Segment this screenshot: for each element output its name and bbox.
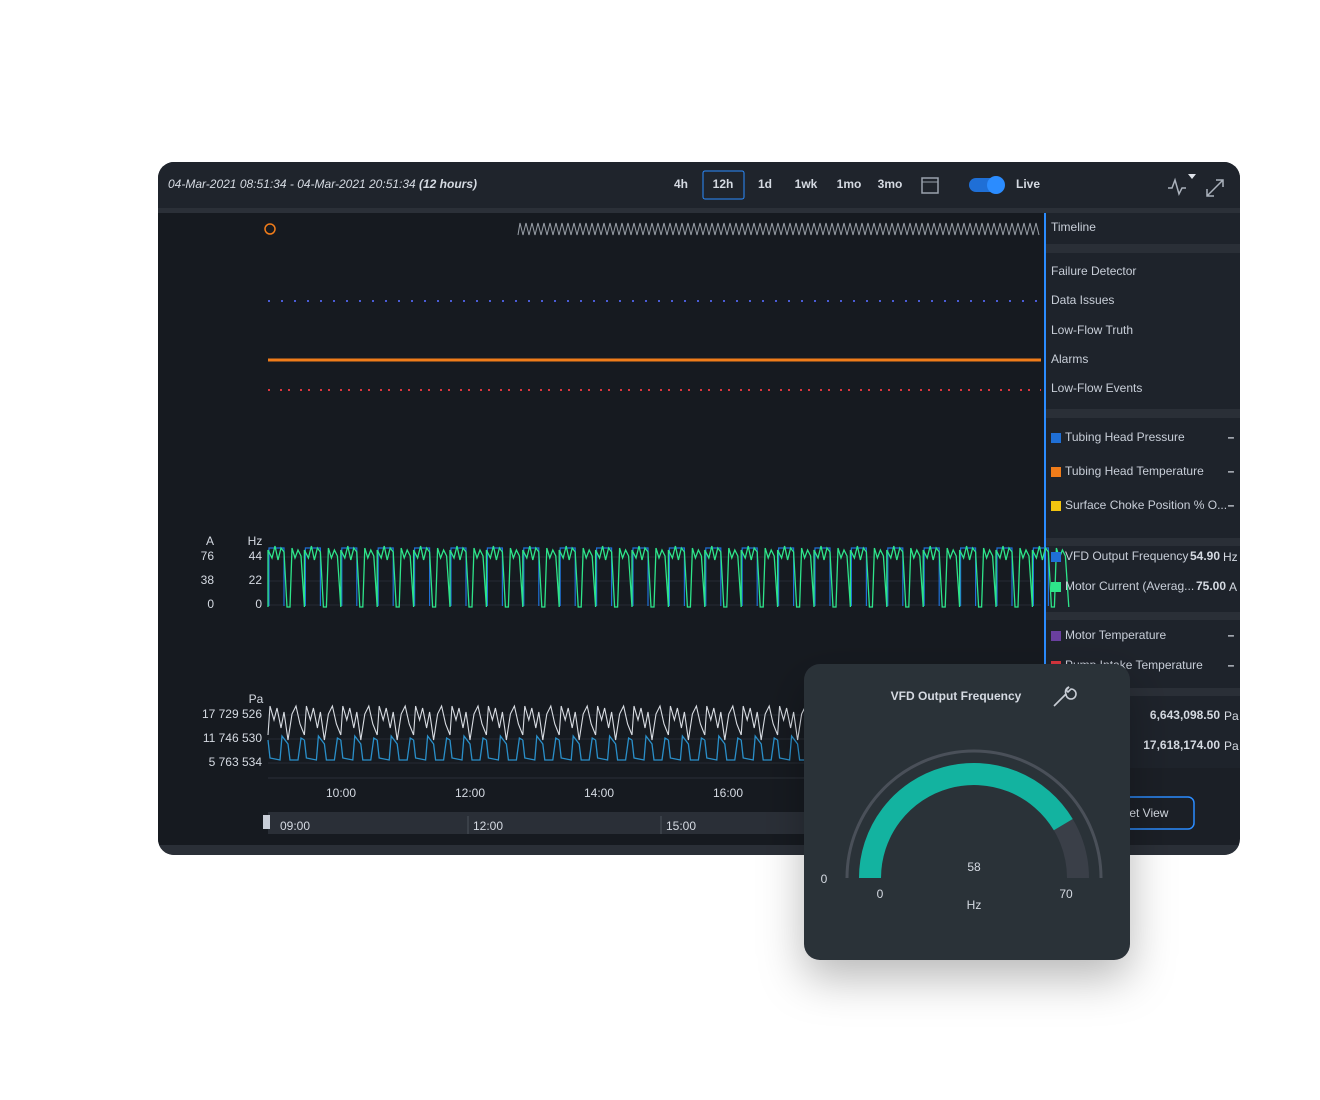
pressure-unit: Pa — [1224, 709, 1239, 723]
y-tick-label: 44 — [249, 549, 263, 563]
calendar-icon[interactable] — [921, 177, 939, 194]
sidebar-sep — [1045, 688, 1240, 696]
dropdown-caret — [1188, 174, 1196, 179]
gauge-value: 58 — [967, 860, 981, 874]
signal-value: 54.90 — [1190, 549, 1220, 563]
legend-swatch — [1051, 501, 1061, 511]
live-label: Live — [1016, 177, 1040, 191]
legend-swatch — [1051, 631, 1061, 641]
x-tick-label: 10:00 — [326, 786, 356, 800]
signal-value: 75.00 — [1196, 579, 1226, 593]
y-tick-label: 17 729 526 — [202, 707, 262, 721]
gauge-max: 70 — [1059, 887, 1073, 901]
divider — [158, 208, 1240, 213]
current-wave — [267, 545, 1070, 608]
range-button[interactable]: 4h — [674, 177, 688, 191]
signal-name[interactable]: Motor Current (Averag... — [1065, 579, 1194, 593]
sidebar-sep — [1045, 409, 1240, 418]
range-button[interactable]: 1mo — [837, 177, 862, 191]
range-button[interactable]: 12h — [713, 177, 734, 191]
pressure-value: 17,618,174.00 — [1143, 738, 1220, 752]
duration: (12 hours) — [419, 177, 477, 191]
gauge-title: VFD Output Frequency — [891, 689, 1022, 703]
event-item[interactable]: Low-Flow Truth — [1051, 323, 1133, 337]
y-tick-label: 22 — [249, 573, 263, 587]
header-bar — [158, 162, 1240, 208]
gauge-scale-zero: 0 — [821, 872, 828, 886]
legend-swatch — [1051, 467, 1061, 477]
signal-value: – — [1228, 628, 1235, 642]
signal-name[interactable]: VFD Output Frequency — [1065, 549, 1188, 563]
range-button[interactable]: 1d — [758, 177, 772, 191]
y-tick-label: 0 — [255, 597, 262, 611]
signal-value: – — [1228, 658, 1235, 672]
gauge-card — [804, 664, 1130, 960]
x-tick-label: 14:00 — [584, 786, 614, 800]
sidebar-sep — [1045, 612, 1240, 620]
x-tick-label: 16:00 — [713, 786, 743, 800]
navigator-label: 15:00 — [666, 819, 696, 833]
signal-name[interactable]: Tubing Head Temperature — [1065, 464, 1204, 478]
legend-swatch — [1051, 552, 1061, 562]
range-button[interactable]: 3mo — [878, 177, 903, 191]
signal-name[interactable]: Surface Choke Position % O... — [1065, 498, 1227, 512]
axis-unit: Pa — [249, 692, 264, 706]
icon-part — [921, 177, 939, 194]
frequency-wave — [268, 547, 1049, 606]
event-item[interactable]: Alarms — [1051, 352, 1088, 366]
toggle-knob — [987, 176, 1005, 194]
navigator-handle[interactable] — [263, 815, 270, 829]
range-active — [702, 170, 745, 200]
axis-unit: Hz — [248, 534, 263, 548]
x-tick-label: 12:00 — [455, 786, 485, 800]
signal-unit: Hz — [1223, 550, 1238, 564]
navigator-label: 09:00 — [280, 819, 310, 833]
y-tick-label: 76 — [201, 549, 215, 563]
y-tick-label: 0 — [207, 597, 214, 611]
sidebar-heading: Timeline — [1051, 220, 1096, 234]
pressure-value: 6,643,098.50 — [1150, 708, 1220, 722]
sidebar-sep — [1045, 244, 1240, 253]
legend-swatch — [1051, 582, 1061, 592]
range-button[interactable]: 1wk — [795, 177, 818, 191]
footer-bar — [158, 845, 1240, 855]
signal-value: – — [1228, 430, 1235, 444]
gauge-min: 0 — [877, 887, 884, 901]
navigator-label: 12:00 — [473, 819, 503, 833]
event-item[interactable]: Low-Flow Events — [1051, 381, 1142, 395]
gauge-outline — [845, 749, 1103, 879]
event-item[interactable]: Data Issues — [1051, 293, 1114, 307]
legend-swatch — [1051, 433, 1061, 443]
signal-unit: A — [1229, 580, 1237, 594]
y-tick-label: 5 763 534 — [209, 755, 263, 769]
gauge-unit: Hz — [967, 898, 982, 912]
sidebar-sep — [1045, 538, 1240, 546]
event-item[interactable]: Failure Detector — [1051, 264, 1136, 278]
expand-icon[interactable] — [1206, 179, 1224, 197]
y-tick-label: 38 — [201, 573, 215, 587]
signal-value: – — [1228, 464, 1235, 478]
signal-name[interactable]: Motor Temperature — [1065, 628, 1166, 642]
signal-value: – — [1228, 498, 1235, 512]
axis-unit: A — [206, 534, 214, 548]
signal-name[interactable]: Tubing Head Pressure — [1065, 430, 1185, 444]
timeline-events — [517, 222, 1040, 236]
date-range: 04-Mar-2021 08:51:34 - 04-Mar-2021 20:51… — [168, 177, 416, 191]
wrench-icon[interactable] — [1053, 686, 1077, 707]
chart-settings-icon[interactable] — [1168, 177, 1186, 197]
y-tick-label: 11 746 530 — [203, 731, 262, 745]
event-marker — [264, 223, 276, 235]
gauge-fill — [859, 763, 1073, 879]
pressure-unit: Pa — [1224, 739, 1239, 753]
content: 04-Mar-2021 08:51:34 - 04-Mar-2021 20:51… — [168, 170, 1239, 960]
